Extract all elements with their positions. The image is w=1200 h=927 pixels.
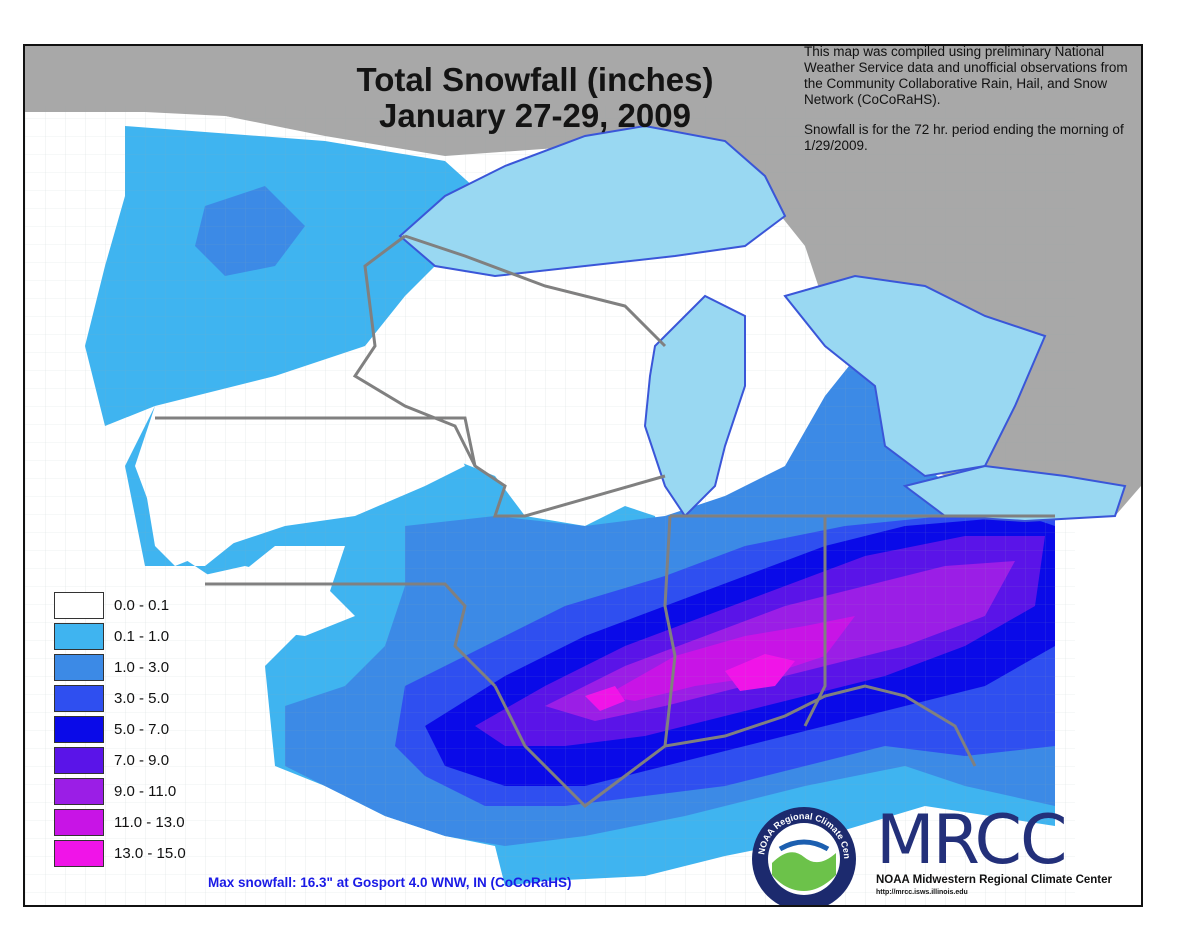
legend-label: 1.0 - 3.0 <box>114 659 170 676</box>
legend-item: 1.0 - 3.0 <box>54 654 294 681</box>
legend-label: 11.0 - 13.0 <box>114 814 185 831</box>
legend-label: 13.0 - 15.0 <box>114 845 186 862</box>
max-snowfall-note: Max snowfall: 16.3" at Gosport 4.0 WNW, … <box>208 875 572 890</box>
noaa-rcc-logo: NOAA Regional Climate Centers <box>750 805 856 905</box>
legend-label: 9.0 - 11.0 <box>114 783 177 800</box>
legend-label: 5.0 - 7.0 <box>114 721 170 738</box>
legend-item: 13.0 - 15.0 <box>54 840 294 867</box>
legend-item: 0.0 - 0.1 <box>54 592 294 619</box>
legend-swatch <box>54 716 104 743</box>
legend-swatch <box>54 623 104 650</box>
legend-swatch <box>54 654 104 681</box>
state-borders <box>155 234 1055 808</box>
legend-label: 3.0 - 5.0 <box>114 690 170 707</box>
great-lakes <box>398 124 1127 523</box>
mrcc-url: http://mrcc.isws.illinois.edu <box>876 889 968 896</box>
note-paragraph-1: This map was compiled using preliminary … <box>804 44 1128 107</box>
legend-swatch <box>54 778 104 805</box>
legend-item: 3.0 - 5.0 <box>54 685 294 712</box>
legend-item: 7.0 - 9.0 <box>54 747 294 774</box>
mrcc-org-name: NOAA Midwestern Regional Climate Center <box>876 874 1113 886</box>
legend-label: 0.0 - 0.1 <box>114 597 170 614</box>
legend-item: 9.0 - 11.0 <box>54 778 294 805</box>
legend-label: 0.1 - 1.0 <box>114 628 170 645</box>
mrcc-wordmark: MRCC <box>876 801 1067 880</box>
legend-swatch <box>54 840 104 867</box>
map-frame: Total Snowfall (inches) January 27-29, 2… <box>23 44 1143 907</box>
info-note: This map was compiled using preliminary … <box>804 44 1139 154</box>
legend-item: 11.0 - 13.0 <box>54 809 294 836</box>
legend-swatch <box>54 685 104 712</box>
legend-swatch <box>54 592 104 619</box>
legend-item: 5.0 - 7.0 <box>54 716 294 743</box>
note-paragraph-2: Snowfall is for the 72 hr. period ending… <box>804 122 1124 153</box>
legend-item: 0.1 - 1.0 <box>54 623 294 650</box>
map-title: Total Snowfall (inches) January 27-29, 2… <box>355 62 715 134</box>
title-line-2: January 27-29, 2009 <box>379 97 691 134</box>
legend-swatch <box>54 747 104 774</box>
snowfall-map <box>25 46 1141 905</box>
legend-swatch <box>54 809 104 836</box>
legend-label: 7.0 - 9.0 <box>114 752 170 769</box>
title-line-1: Total Snowfall (inches) <box>356 61 714 98</box>
